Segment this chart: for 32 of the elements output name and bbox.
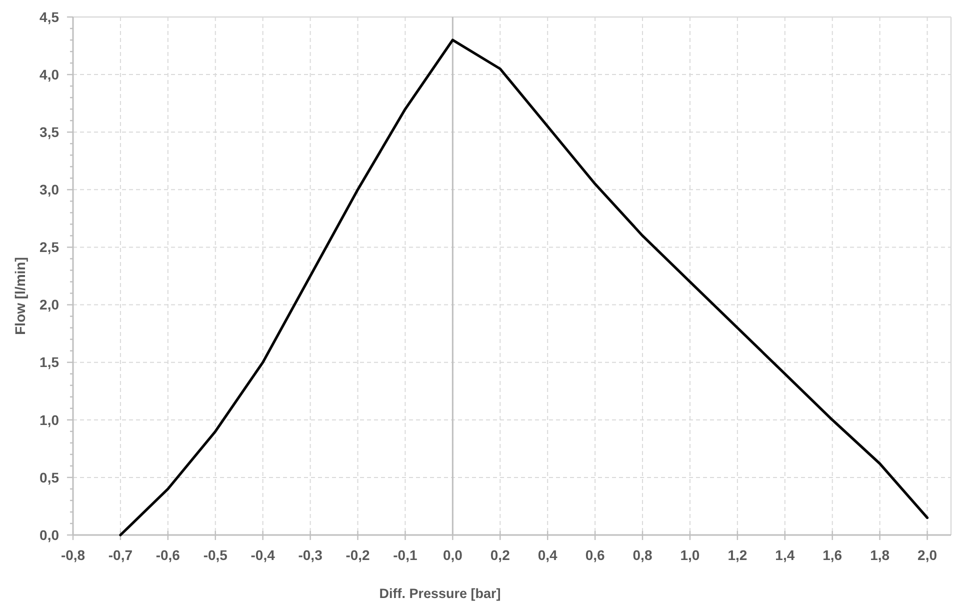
x-tick-label: -0,2 [346,547,370,563]
y-tick-label: 0,0 [40,526,60,543]
x-tick-label: -0,6 [156,547,180,563]
y-tick-label: 3,0 [40,182,60,198]
x-tick-label: -0,1 [393,547,418,563]
x-tick-label: 1,2 [728,547,748,563]
x-tick-label: -0,7 [108,547,133,563]
y-tick-label: 4,5 [40,8,60,25]
x-axis-title: Diff. Pressure [bar] [379,586,501,601]
y-tick-label: 4,0 [40,66,60,82]
y-tick-label: 0,5 [40,469,60,486]
y-axis-title: Flow [l/min] [12,257,28,335]
x-tick-label: -0,3 [298,547,323,563]
x-tick-label: 2,0 [918,547,938,563]
y-tick-label: 1,0 [40,412,60,428]
x-tick-label: 0,6 [585,547,605,563]
x-tick-label: 1,0 [680,547,700,563]
x-tick-label: 0,4 [538,547,558,563]
y-tick-label: 2,0 [40,296,60,313]
x-tick-label: 1,6 [822,547,842,563]
x-tick-label: -0,8 [60,547,86,563]
x-tick-label: 0,2 [490,547,510,563]
x-tick-label: 1,4 [775,547,795,563]
x-tick-label: -0,4 [250,547,276,563]
x-tick-label: 0,8 [632,547,652,563]
y-tick-label: 2,5 [40,239,60,256]
x-tick-label: 0,0 [442,547,463,563]
y-tick-label: 3,5 [40,124,60,140]
line-series [119,38,929,536]
x-tick-label: 1,8 [870,547,890,563]
x-tick-label: -0,5 [203,547,228,563]
y-tick-label: 1,5 [40,354,60,370]
